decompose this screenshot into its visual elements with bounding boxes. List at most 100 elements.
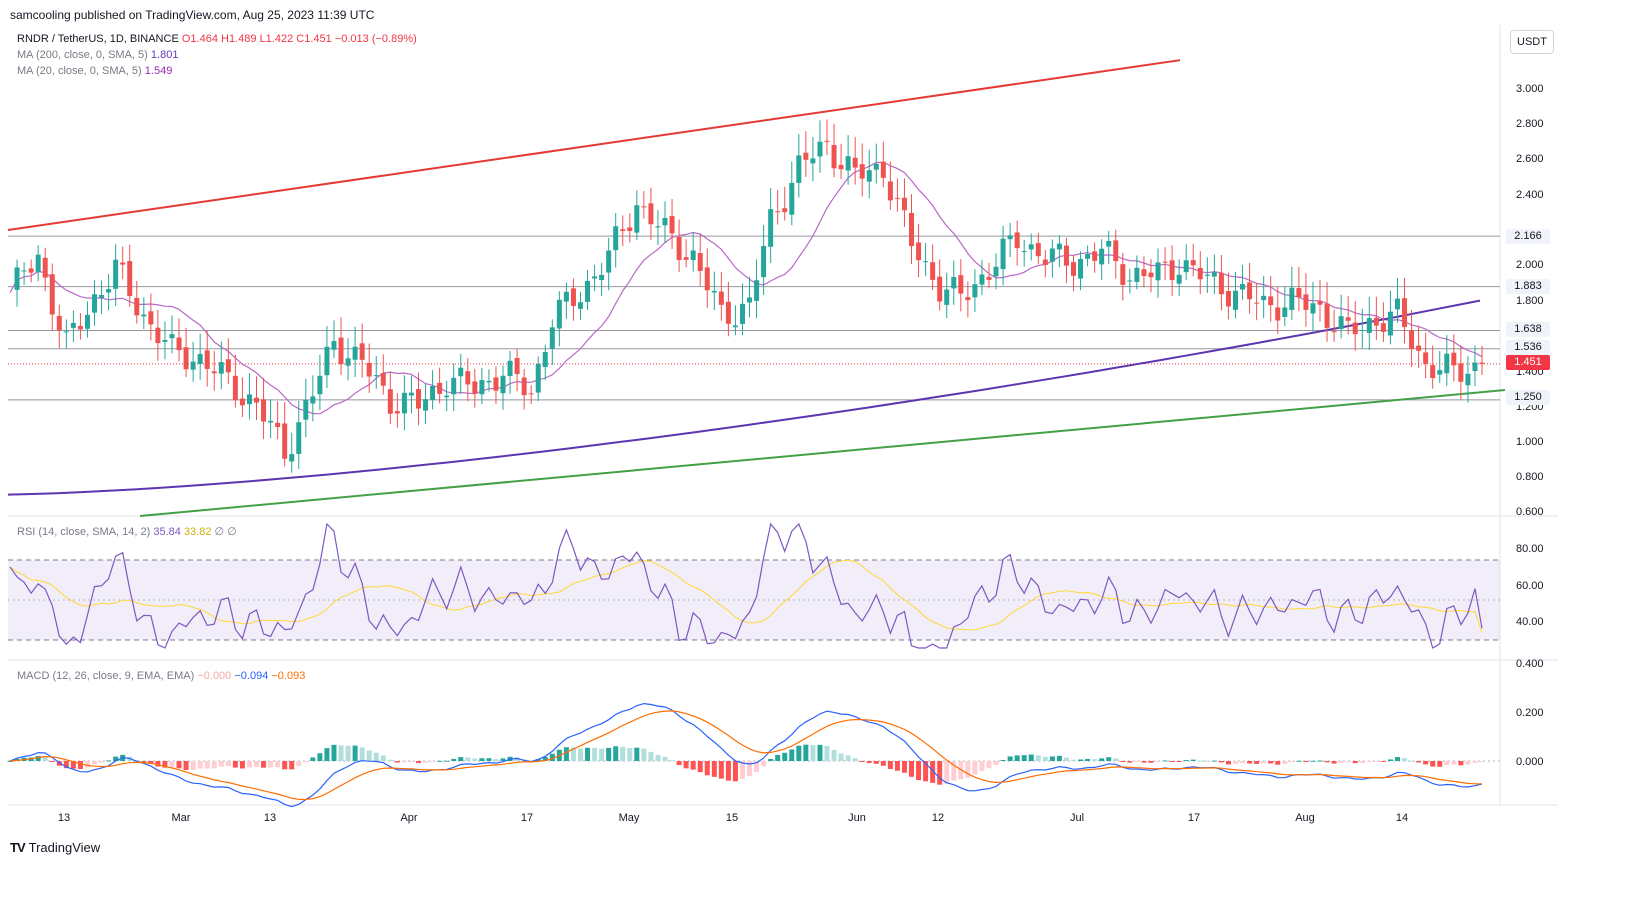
candle-body — [345, 358, 351, 366]
level-label-1536: 1.536 — [1506, 340, 1550, 355]
macd-tick: 0.200 — [1516, 707, 1544, 719]
macd-histogram-bar — [1085, 758, 1091, 761]
macd-histogram-bar — [387, 759, 393, 761]
candle-body — [1225, 291, 1231, 307]
rsi-tick: 40.00 — [1516, 616, 1544, 628]
candle-body — [218, 362, 224, 374]
macd-histogram-bar — [1218, 761, 1224, 763]
macd-legend[interactable]: MACD (12, 26, close, 9, EMA, EMA) −0.000… — [17, 668, 305, 684]
macd-histogram-bar — [1225, 761, 1231, 765]
symbol-title[interactable]: RNDR / TetherUS, 1D, BINANCE — [17, 33, 179, 45]
macd-histogram-bar — [1007, 756, 1013, 761]
macd-histogram-bar — [549, 753, 555, 761]
candle-body — [979, 274, 985, 285]
macd-histogram-bar — [49, 761, 55, 762]
candle-body — [732, 325, 738, 328]
macd-histogram-bar — [423, 761, 429, 763]
rsi-tick: 80.00 — [1516, 543, 1544, 555]
candle-body — [1479, 362, 1485, 364]
macd-histogram-bar — [718, 761, 724, 779]
price-tick: 0.600 — [1516, 506, 1544, 518]
level-label-2166: 2.166 — [1506, 229, 1550, 244]
candle-body — [1007, 235, 1013, 240]
candle-body — [254, 397, 260, 403]
macd-histogram-bar — [803, 744, 809, 761]
macd-histogram-bar — [70, 761, 76, 769]
macd-histogram-bar — [824, 745, 830, 761]
candle-body — [275, 422, 281, 428]
candle-body — [852, 157, 858, 168]
macd-histogram-bar — [472, 758, 478, 761]
currency-button[interactable]: USDT — [1510, 30, 1554, 54]
candle-body — [176, 337, 182, 351]
price-tick: 0.800 — [1516, 471, 1544, 483]
macd-histogram-bar — [1247, 761, 1253, 764]
ma20-legend[interactable]: MA (20, close, 0, SMA, 5) 1.549 — [17, 63, 172, 79]
candle-body — [430, 385, 436, 401]
macd-histogram-bar — [275, 761, 281, 768]
macd-histogram-bar — [1275, 761, 1281, 765]
candle-body — [718, 291, 724, 305]
macd-histogram-bar — [993, 761, 999, 765]
candle-body — [1373, 317, 1379, 326]
macd-histogram-bar — [690, 761, 696, 770]
macd-histogram-bar — [852, 758, 858, 761]
candle-body — [1458, 363, 1464, 382]
candle-body — [782, 208, 788, 213]
macd-histogram-bar — [585, 747, 591, 761]
macd-histogram-bar — [218, 761, 224, 767]
ma200-legend[interactable]: MA (200, close, 0, SMA, 5) 1.801 — [17, 47, 178, 63]
candle-body — [1338, 316, 1344, 329]
candle-body — [570, 288, 576, 306]
candle-body — [1275, 307, 1281, 321]
candle-body — [1127, 280, 1133, 282]
macd-histogram-bar — [683, 761, 689, 769]
macd-histogram-bar — [1155, 761, 1161, 762]
ma20-line — [9, 161, 1483, 415]
candle-body — [909, 213, 915, 247]
macd-histogram-bar — [542, 756, 548, 761]
price-tick: 1.800 — [1516, 295, 1544, 307]
candle-body — [42, 257, 48, 278]
candle-body — [1134, 267, 1140, 282]
macd-histogram-bar — [1472, 761, 1478, 763]
macd-histogram-bar — [1148, 761, 1154, 763]
macd-histogram-bar — [1261, 761, 1267, 764]
macd-histogram-bar — [148, 761, 154, 764]
support-trendline — [139, 389, 1506, 517]
candle-body — [148, 311, 154, 325]
candle-body — [1085, 253, 1091, 259]
macd-histogram-bar — [204, 761, 210, 769]
macd-histogram-bar — [1141, 761, 1147, 763]
candle-body — [169, 334, 175, 339]
candle-body — [873, 163, 879, 170]
candle-body — [1099, 248, 1105, 265]
macd-histogram-bar — [430, 761, 436, 762]
candle-body — [1028, 244, 1034, 250]
candle-body — [1387, 311, 1393, 336]
candle-body — [1078, 258, 1084, 279]
macd-histogram-bar — [613, 746, 619, 761]
macd-histogram-bar — [176, 761, 182, 769]
macd-histogram-bar — [1078, 759, 1084, 761]
rsi-legend[interactable]: RSI (14, close, SMA, 14, 2) 35.84 33.82 … — [17, 524, 237, 540]
candle-body — [789, 182, 795, 215]
candle-body — [1352, 322, 1358, 335]
candle-body — [887, 181, 893, 201]
macd-tick: 0.000 — [1516, 756, 1544, 768]
candle-body — [585, 280, 591, 302]
candle-body — [1416, 345, 1422, 351]
candle-body — [1409, 330, 1415, 350]
macd-histogram-bar — [1296, 760, 1302, 762]
macd-histogram-bar — [880, 761, 886, 766]
tradingview-brand[interactable]: TV TradingView — [10, 840, 100, 855]
candle-body — [986, 276, 992, 280]
time-tick: 14 — [1395, 812, 1409, 824]
candle-body — [183, 347, 189, 370]
candle-body — [1310, 303, 1316, 314]
candle-body — [1092, 251, 1098, 261]
candle-body — [331, 341, 337, 350]
rsi-value: 35.84 — [153, 526, 181, 538]
macd-histogram-bar — [366, 750, 372, 761]
